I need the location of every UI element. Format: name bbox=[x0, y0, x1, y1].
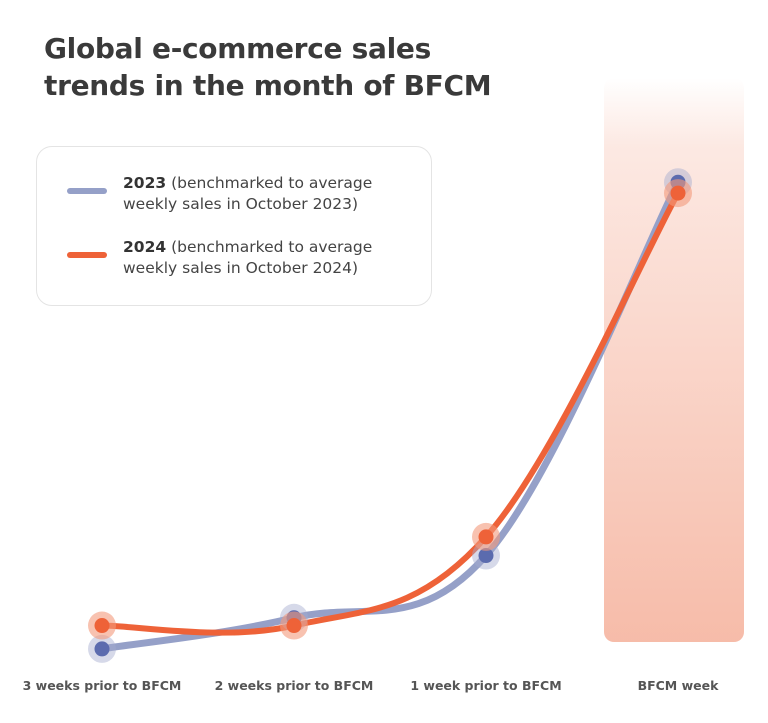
legend-text-2023-line-1: (benchmarked to average bbox=[171, 174, 373, 192]
legend-swatch-2024 bbox=[67, 252, 107, 258]
x-tick-label-1: 2 weeks prior to BFCM bbox=[214, 678, 374, 693]
data-point-dot-2024-0 bbox=[94, 618, 110, 634]
data-point-dot-2024-2 bbox=[478, 529, 494, 545]
legend-text-2024-line-2: weekly sales in October 2024) bbox=[123, 259, 359, 277]
legend-swatch-2023 bbox=[67, 188, 107, 194]
data-point-2024-0 bbox=[88, 611, 116, 640]
legend-text-2023-line-2: weekly sales in October 2023) bbox=[123, 195, 359, 213]
legend-year-2024: 2024 bbox=[123, 238, 167, 256]
series-line-2024 bbox=[99, 190, 681, 636]
data-point-2024-1 bbox=[280, 611, 308, 640]
legend-year-2023: 2023 bbox=[123, 174, 167, 192]
x-tick-label-2: 1 week prior to BFCM bbox=[410, 678, 562, 693]
data-point-dot-2024-1 bbox=[286, 618, 302, 634]
data-point-2023-0 bbox=[88, 634, 116, 663]
data-point-2024-3 bbox=[664, 179, 692, 208]
chart-title-line-2: trends in the month of BFCM bbox=[44, 69, 492, 102]
chart-title-line-1: Global e-commerce sales bbox=[44, 32, 431, 65]
x-tick-label-0: 3 weeks prior to BFCM bbox=[22, 678, 182, 693]
chart-title: Global e-commerce sales trends in the mo… bbox=[44, 30, 564, 104]
x-tick-label-3: BFCM week bbox=[637, 678, 719, 693]
data-point-2024-2 bbox=[472, 522, 500, 551]
data-point-dot-2023-0 bbox=[94, 641, 110, 657]
legend: 2023 (benchmarked to average weekly sale… bbox=[36, 146, 432, 306]
data-point-dot-2023-2 bbox=[478, 548, 494, 564]
legend-text-2024-line-1: (benchmarked to average bbox=[171, 238, 373, 256]
bfcm-week-highlight-band bbox=[604, 78, 744, 642]
data-point-dot-2024-3 bbox=[670, 185, 686, 201]
